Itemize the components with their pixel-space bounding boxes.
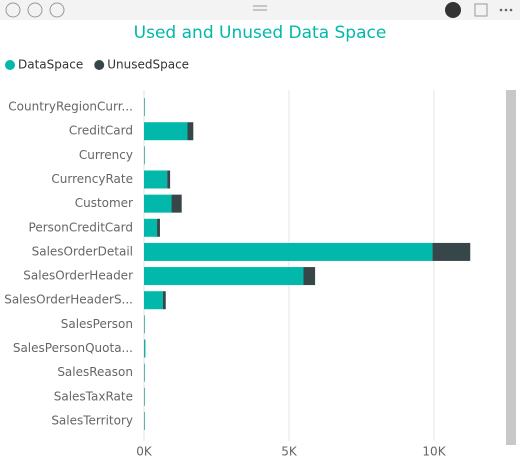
y-tick-label: SalesOrderHeader [23,269,133,283]
y-tick-label: CreditCard [69,124,133,138]
y-tick-label: SalesPerson [61,317,133,331]
x-tick-label: 10K [422,445,446,459]
y-tick-label: SalesOrderHeaderS... [4,293,133,307]
bar-segment [144,194,172,213]
bar-segment [144,122,188,141]
bar-segment [432,242,471,261]
icon-focus[interactable] [474,3,488,17]
x-tick-label: 5K [281,445,298,459]
legend-label: DataSpace [18,58,83,72]
bar-segment [144,339,146,358]
bar-segment [144,170,168,189]
y-tick-label: SalesTerritory [51,413,133,427]
icon-more[interactable] [499,8,513,12]
bar-segment [144,267,304,286]
y-tick-label: SalesPersonQuota... [13,341,133,355]
bar-segment [171,194,182,213]
legend-marker [5,60,15,70]
y-tick-label: PersonCreditCard [29,220,133,234]
legend-marker [94,60,105,70]
icon-expand[interactable] [49,2,65,18]
legend: DataSpace UnusedSpace [5,58,189,72]
bar-segment [157,218,160,237]
scrollbar[interactable] [506,90,516,445]
bar-segment [144,218,158,237]
icon-drilldown[interactable] [445,2,461,18]
y-tick-label: CountryRegionCurr... [8,100,133,114]
bar-segment [162,291,166,310]
y-tick-label: CurrencyRate [51,172,133,186]
chart-title: Used and Unused Data Space [134,23,387,43]
y-tick-label: Customer [75,196,133,210]
bar-segment [187,122,194,141]
bar-segment [144,242,433,261]
x-tick-label: 0K [136,445,153,459]
legend-label: UnusedSpace [107,58,189,72]
bar-segment [167,170,171,189]
y-tick-label: Currency [79,148,133,162]
y-tick-label: SalesOrderDetail [32,244,133,258]
bar-segment [303,267,316,286]
icon-drill[interactable] [27,2,43,18]
icon-up[interactable] [5,2,21,18]
bar-segment [144,291,163,310]
y-tick-label: SalesReason [57,365,133,379]
y-tick-label: SalesTaxRate [54,389,133,403]
